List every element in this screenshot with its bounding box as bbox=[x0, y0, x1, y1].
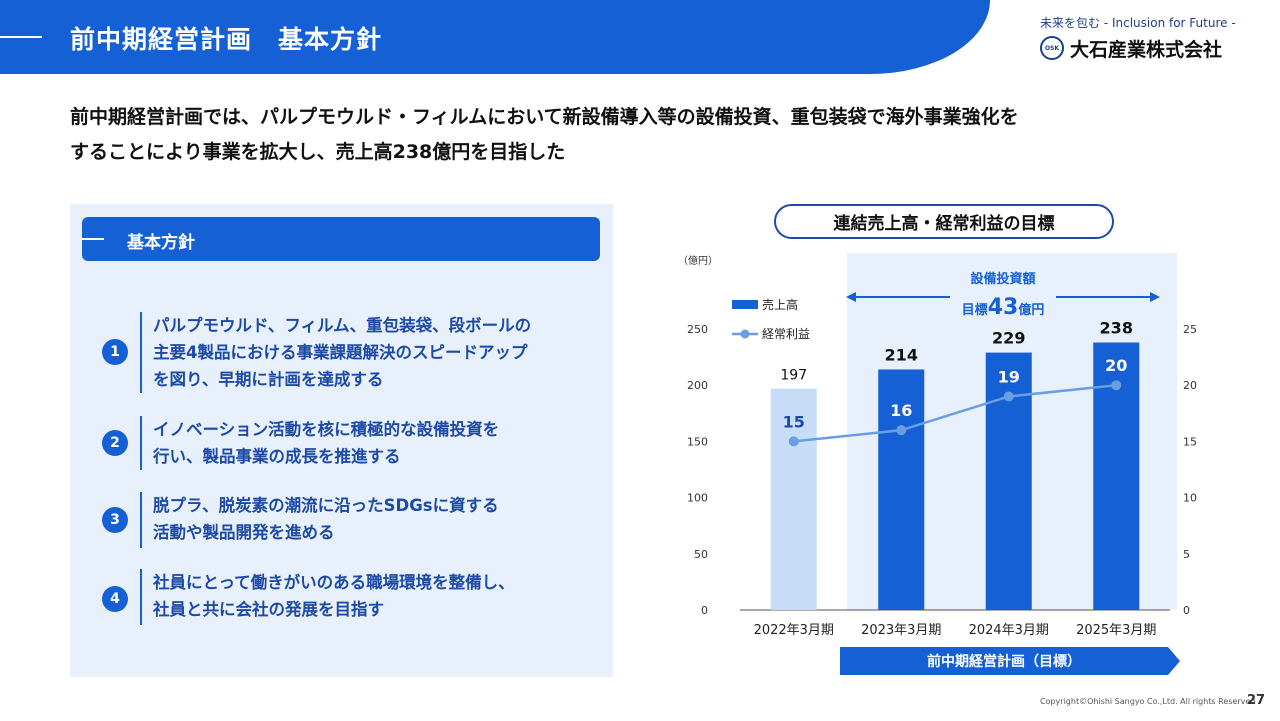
chart-marks: 0 50 100 150 200 250 0 5 10 15 20 25 197 214 229 238 15 1… bbox=[687, 297, 1197, 638]
lead-line-2: することにより事業を拡大し、売上高238億円を目指した bbox=[70, 141, 566, 163]
policy-item-text: 脱プラ、脱炭素の潮流に沿ったSDGsに資する 活動や製品開発を進める bbox=[153, 492, 499, 546]
x-category-label: 2025年3月期 bbox=[1076, 623, 1156, 638]
profit-value-label: 20 bbox=[1105, 356, 1127, 375]
y-tick-left: 150 bbox=[687, 435, 708, 448]
capex-prefix: 目標 bbox=[962, 302, 988, 318]
policy-divider bbox=[140, 416, 142, 470]
profit-line bbox=[793, 383, 1117, 443]
policy-number-badge: 1 bbox=[102, 339, 128, 365]
policy-item-text: イノベーション活動を核に積極的な設備投資を 行い、製品事業の成長を推進する bbox=[153, 416, 499, 470]
page-title: 前中期経営計画 基本方針 bbox=[70, 25, 383, 54]
capex-label: 設備投資額 bbox=[970, 271, 1035, 287]
capex-value: 43 bbox=[988, 295, 1019, 320]
profit-point bbox=[1111, 380, 1122, 391]
profit-value-label: 15 bbox=[783, 412, 805, 431]
bar-value-label: 197 bbox=[780, 368, 807, 384]
y-tick-left: 0 bbox=[701, 604, 708, 617]
policy-line: パルプモウルド、フィルム、重包装袋、段ボールの bbox=[153, 316, 532, 335]
plan-banner-label: 前中期経営計画（目標） bbox=[927, 653, 1081, 670]
policy-heading: 基本方針 bbox=[127, 233, 195, 253]
y-tick-right: 20 bbox=[1183, 379, 1197, 392]
policy-item-text: 社員にとって働きがいのある職場環境を整備し、 社員と共に会社の発展を目指す bbox=[153, 569, 515, 623]
bar-value-label: 214 bbox=[885, 345, 918, 364]
profit-value-label: 16 bbox=[890, 401, 912, 420]
capex-suffix: 億円 bbox=[1018, 302, 1044, 318]
profit-value-label: 19 bbox=[998, 367, 1020, 386]
profit-point bbox=[1003, 391, 1014, 402]
lead-line-1: 前中期経営計画では、パルプモウルド・フィルムにおいて新設備導入等の設備投資、重包… bbox=[70, 106, 1019, 128]
policy-line: 行い、製品事業の成長を推進する bbox=[153, 447, 401, 466]
policy-number-badge: 2 bbox=[102, 430, 128, 456]
x-category-label: 2023年3月期 bbox=[861, 623, 941, 638]
y-tick-left: 200 bbox=[687, 379, 708, 392]
x-category-label: 2022年3月期 bbox=[754, 623, 834, 638]
legend-bar-label: 売上高 bbox=[762, 297, 798, 312]
policy-line: 主要4製品における事業課題解決のスピードアップ bbox=[153, 343, 528, 362]
y-tick-left: 50 bbox=[694, 548, 708, 561]
policy-divider bbox=[140, 492, 142, 548]
company-name: 大石産業株式会社 bbox=[1070, 39, 1223, 61]
header-dash bbox=[0, 36, 42, 38]
y-tick-right: 0 bbox=[1183, 604, 1190, 617]
bar-value-label: 229 bbox=[992, 329, 1025, 348]
capex-arrow-right-icon bbox=[1150, 292, 1160, 302]
logo-mark-icon: OSK bbox=[1040, 36, 1064, 60]
policy-divider bbox=[140, 569, 142, 625]
policy-panel: 基本方針 1 パルプモウルド、フィルム、重包装袋、段ボールの 主要4製品における… bbox=[70, 204, 613, 677]
legend-bar-swatch bbox=[732, 300, 758, 309]
y-tick-left: 100 bbox=[687, 492, 708, 505]
plan-banner bbox=[840, 647, 1180, 675]
capex-target: 目標43億円 bbox=[962, 295, 1045, 320]
footer-copyright: Copyright©Ohishi Sangyo Co.,Ltd. All rig… bbox=[1040, 697, 1256, 706]
x-category-label: 2024年3月期 bbox=[969, 623, 1049, 638]
unit-label: （億円） bbox=[678, 254, 718, 267]
policy-number-badge: 3 bbox=[102, 507, 128, 533]
policy-divider bbox=[140, 312, 142, 393]
policy-heading-bar: 基本方針 bbox=[82, 217, 600, 261]
logo-tagline: 未来を包む - Inclusion for Future - bbox=[1040, 16, 1236, 30]
policy-line: 脱プラ、脱炭素の潮流に沿ったSDGsに資する bbox=[153, 496, 499, 515]
bar-sales bbox=[770, 388, 817, 610]
policy-line: 活動や製品開発を進める bbox=[153, 523, 335, 542]
y-tick-right: 5 bbox=[1183, 548, 1190, 561]
lead-text: 前中期経営計画では、パルプモウルド・フィルムにおいて新設備導入等の設備投資、重包… bbox=[70, 100, 1230, 170]
policy-number-badge: 4 bbox=[102, 586, 128, 612]
y-tick-right: 15 bbox=[1183, 435, 1197, 448]
policy-line: 社員と共に会社の発展を目指す bbox=[153, 600, 384, 619]
policy-line: イノベーション活動を核に積極的な設備投資を bbox=[153, 420, 500, 439]
y-tick-right: 25 bbox=[1183, 323, 1197, 336]
bar-value-label: 238 bbox=[1100, 318, 1133, 337]
legend-line-marker bbox=[740, 329, 750, 339]
y-tick-right: 10 bbox=[1183, 492, 1197, 505]
bar-sales bbox=[985, 352, 1032, 610]
profit-point bbox=[896, 425, 907, 436]
page-number: 27 bbox=[1247, 693, 1266, 708]
legend-line-label: 経常利益 bbox=[762, 327, 810, 341]
header-band: 前中期経営計画 基本方針 bbox=[0, 0, 990, 74]
bar-sales bbox=[878, 369, 925, 610]
policy-line: を図り、早期に計画を達成する bbox=[153, 370, 384, 389]
policy-item-text: パルプモウルド、フィルム、重包装袋、段ボールの 主要4製品における事業課題解決の… bbox=[153, 312, 531, 393]
profit-point bbox=[788, 436, 799, 447]
policy-heading-dash bbox=[82, 238, 104, 240]
chart-title: 連結売上高・経常利益の目標 bbox=[774, 204, 1114, 239]
chart-area: （億円） 設備投資額 目標43億円 0 50 100 150 200 250 0 5 10 15 2… bbox=[678, 253, 1197, 675]
capex-arrow-left-icon bbox=[846, 292, 856, 302]
company-logo: 未来を包む - Inclusion for Future - OSK 大石産業株… bbox=[1040, 14, 1270, 64]
y-tick-left: 250 bbox=[687, 323, 708, 336]
policy-line: 社員にとって働きがいのある職場環境を整備し、 bbox=[153, 573, 515, 592]
